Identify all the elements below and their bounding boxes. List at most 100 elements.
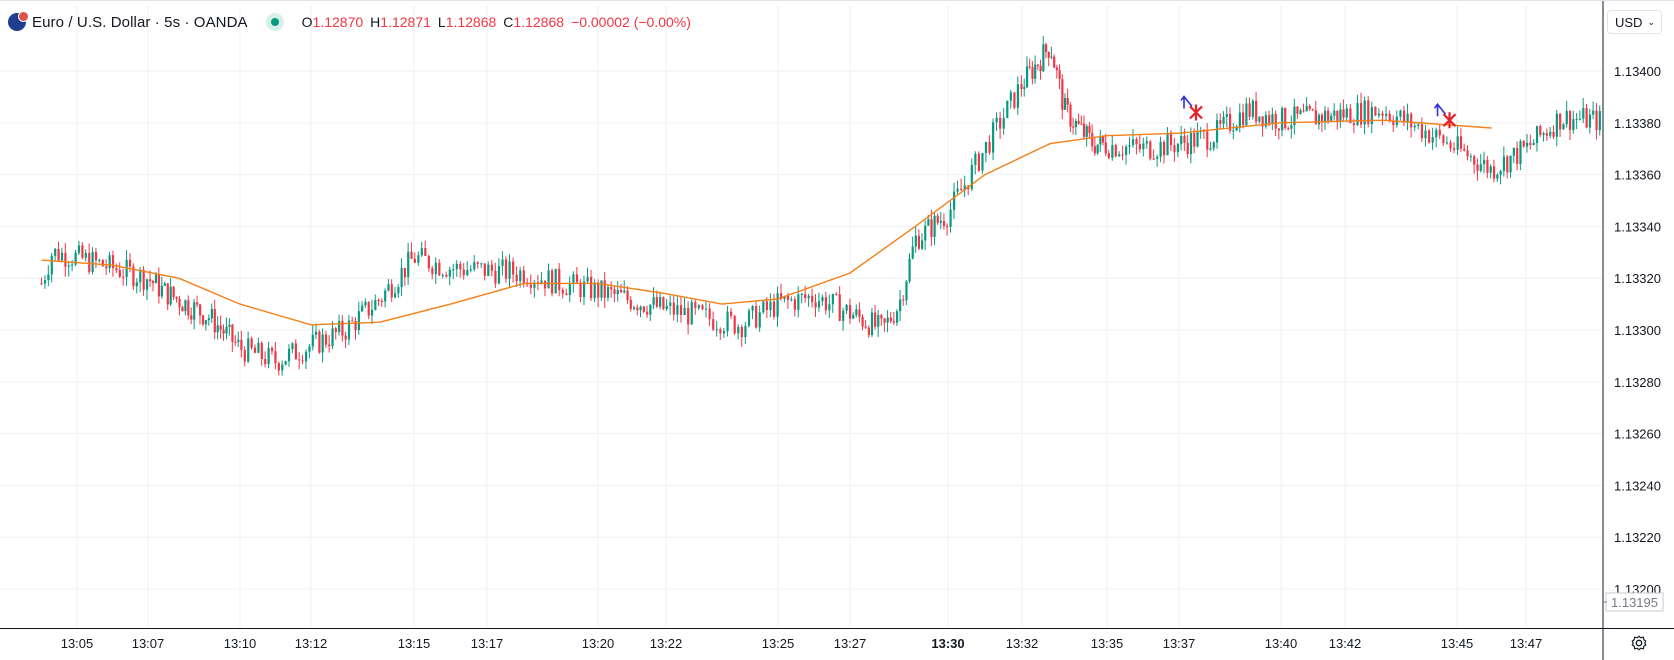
time-tick-label: 13:32	[1006, 636, 1039, 651]
candle-body	[1219, 120, 1222, 124]
candle-body	[1264, 115, 1268, 127]
candle-body	[201, 315, 205, 325]
candle-body	[977, 153, 981, 171]
candle-body	[1050, 56, 1053, 58]
candle-body	[1545, 133, 1549, 136]
candle-body	[213, 308, 216, 333]
candle-body	[207, 318, 211, 321]
candle-body	[115, 268, 118, 271]
candle-body	[740, 326, 743, 338]
candle-body	[726, 311, 729, 332]
candle-body	[1042, 44, 1045, 72]
candle-body	[190, 315, 193, 320]
candle-body	[393, 293, 397, 298]
candle-body	[384, 290, 387, 302]
candle-body	[1399, 110, 1402, 117]
candle-body	[1131, 139, 1135, 146]
candle-body	[1072, 126, 1075, 128]
currency-selector[interactable]: USD ⌄	[1607, 10, 1662, 34]
candle-body	[811, 295, 814, 303]
candle-body	[672, 302, 675, 315]
price-tick-label: 1.13360	[1614, 168, 1661, 183]
time-tick-label: 13:05	[61, 636, 94, 651]
candle-body	[1519, 141, 1522, 164]
close-key: C	[503, 14, 514, 30]
candle-body	[701, 305, 704, 310]
candle-body	[838, 294, 841, 321]
candle-body	[1245, 103, 1248, 126]
candle-body	[1268, 115, 1271, 124]
candle-body	[551, 270, 554, 294]
candle-body	[497, 266, 501, 284]
candle-body	[1099, 135, 1102, 145]
candle-body	[1006, 100, 1009, 118]
candle-body	[431, 268, 434, 275]
candle-body	[240, 339, 243, 351]
candle-body	[1502, 156, 1506, 172]
candle-body	[512, 261, 515, 275]
candle-body	[234, 341, 237, 343]
candle-body	[704, 308, 708, 310]
gear-icon[interactable]	[1630, 634, 1648, 652]
candle-body	[216, 325, 219, 333]
candle-body	[417, 255, 420, 263]
candle-body	[835, 293, 838, 295]
candle-body	[1002, 117, 1005, 129]
candle-body	[160, 285, 163, 297]
candle-body	[600, 280, 603, 298]
candle-body	[490, 264, 493, 271]
candle-body	[1028, 66, 1031, 68]
candle-body	[1258, 116, 1261, 122]
candle-body	[193, 302, 196, 320]
candle-body	[237, 339, 240, 342]
candle-body	[260, 342, 263, 359]
candle-body	[582, 281, 586, 298]
candle-body	[1539, 126, 1542, 135]
candle-body	[466, 270, 469, 276]
candle-body	[1031, 67, 1034, 79]
candle-body	[690, 302, 693, 325]
candle-body	[294, 343, 297, 360]
candle-body	[892, 321, 896, 323]
candle-body	[281, 364, 284, 371]
candle-body	[88, 252, 91, 272]
candle-body	[669, 302, 672, 306]
candle-body	[765, 301, 768, 311]
candle-body	[157, 274, 161, 297]
candle-body	[128, 259, 132, 267]
candle-body	[132, 266, 135, 287]
symbol-title[interactable]: Euro / U.S. Dollar · 5s · OANDA	[32, 13, 248, 31]
candle-body	[1496, 174, 1499, 179]
candle-body	[483, 263, 486, 276]
candle-body	[50, 255, 53, 275]
candle-body	[999, 117, 1002, 129]
candle-body	[1206, 131, 1209, 150]
candle-body	[54, 248, 57, 256]
price-tick-label: 1.13240	[1614, 478, 1661, 493]
candle-body	[1308, 105, 1311, 110]
candle-body	[849, 304, 852, 319]
candle-body	[151, 281, 155, 284]
candle-body	[793, 299, 797, 310]
candle-body	[902, 299, 905, 301]
candle-body	[1088, 126, 1091, 133]
candle-body	[1284, 107, 1287, 129]
candle-body	[445, 274, 448, 277]
candle-body	[247, 338, 250, 362]
candle-body	[1209, 148, 1212, 150]
candle-body	[264, 358, 267, 365]
chevron-down-icon: ⌄	[1647, 16, 1655, 27]
candle-body	[43, 280, 47, 284]
candle-body	[1047, 51, 1050, 58]
candle-body	[1091, 132, 1094, 147]
candle-body	[1193, 133, 1196, 147]
candle-body	[1082, 123, 1086, 137]
candle-body	[367, 301, 370, 316]
candle-body	[924, 225, 927, 241]
candle-body	[250, 338, 253, 348]
candle-body	[1324, 110, 1327, 123]
candle-body	[1212, 142, 1215, 149]
candle-body	[1020, 84, 1023, 89]
candle-body	[1296, 106, 1299, 114]
